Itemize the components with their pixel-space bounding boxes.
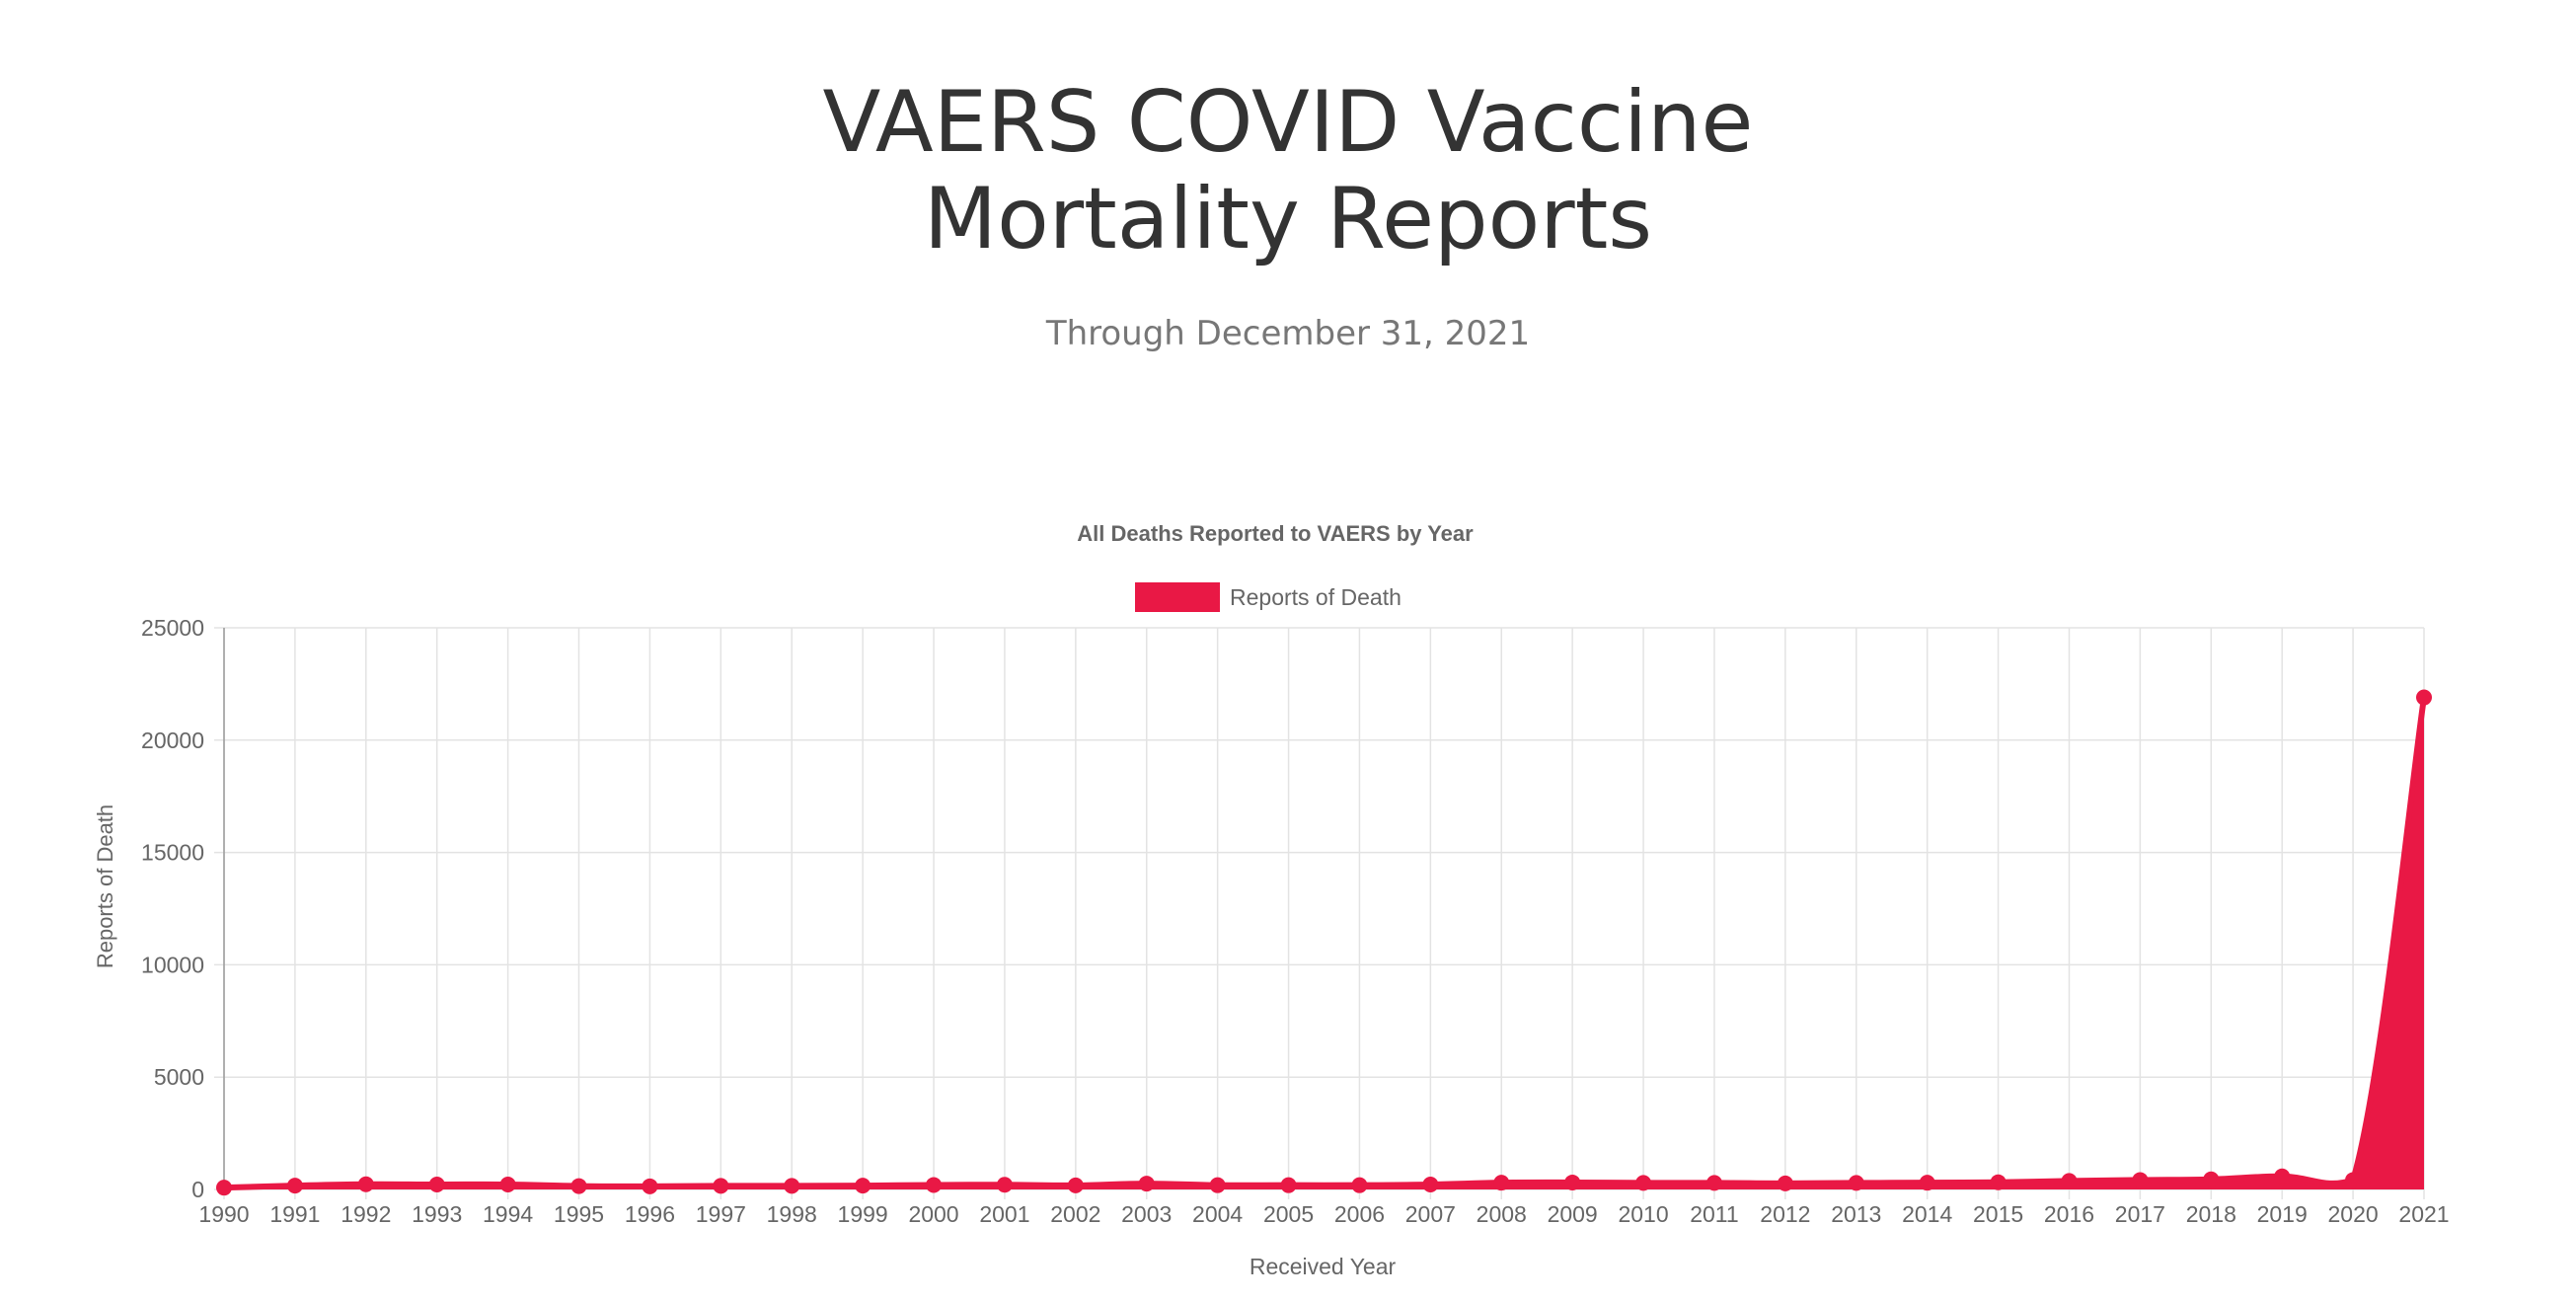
data-point-1995[interactable] [570, 1178, 587, 1194]
x-tick-label: 2013 [1831, 1201, 1881, 1227]
x-tick-label: 2018 [2186, 1201, 2236, 1227]
data-point-1996[interactable] [642, 1178, 658, 1194]
data-point-1993[interactable] [428, 1176, 445, 1192]
y-tick-label: 5000 [154, 1064, 204, 1090]
data-point-2009[interactable] [1564, 1174, 1581, 1190]
series-line-reports-of-death [223, 697, 2427, 1191]
x-tick-label: 2021 [2398, 1201, 2449, 1227]
data-point-2002[interactable] [1067, 1177, 1084, 1193]
page-title-line-1: VAERS COVID Vaccine [822, 73, 1754, 172]
x-tick-label: 2017 [2115, 1201, 2165, 1227]
x-tick-label: 2012 [1760, 1201, 1810, 1227]
page-title-line-2: Mortality Reports [923, 170, 1653, 268]
legend-label: Reports of Death [1230, 584, 1402, 610]
data-point-1994[interactable] [499, 1176, 516, 1192]
data-point-1997[interactable] [713, 1178, 729, 1194]
data-point-2011[interactable] [1705, 1175, 1722, 1191]
data-point-2017[interactable] [2132, 1172, 2149, 1188]
y-tick-label: 15000 [141, 840, 204, 866]
x-tick-label: 2002 [1050, 1201, 1100, 1227]
y-tick-label: 10000 [141, 952, 204, 977]
data-point-2013[interactable] [1848, 1175, 1864, 1191]
x-tick-label: 1992 [341, 1201, 391, 1227]
data-point-2007[interactable] [1422, 1176, 1439, 1192]
x-tick-label: 2006 [1334, 1201, 1385, 1227]
data-point-1990[interactable] [216, 1180, 232, 1196]
x-tick-label: 1995 [554, 1201, 604, 1227]
data-point-2021[interactable] [2416, 689, 2432, 706]
chart-title: All Deaths Reported to VAERS by Year [1077, 521, 1474, 546]
data-point-2000[interactable] [926, 1177, 943, 1193]
legend-swatch [1135, 582, 1220, 612]
data-point-2014[interactable] [1919, 1175, 1935, 1191]
x-tick-label: 2019 [2257, 1201, 2308, 1227]
x-axis-label: Received Year [1250, 1254, 1397, 1279]
data-point-2020[interactable] [2345, 1172, 2362, 1188]
data-point-2006[interactable] [1351, 1177, 1368, 1193]
x-tick-label: 2007 [1405, 1201, 1456, 1227]
x-tick-label: 2005 [1263, 1201, 1314, 1227]
x-tick-label: 2003 [1121, 1201, 1172, 1227]
chart-legend[interactable]: Reports of Death [1135, 582, 1402, 612]
x-tick-label: 1998 [767, 1201, 817, 1227]
data-point-2019[interactable] [2274, 1168, 2291, 1185]
data-point-1998[interactable] [784, 1178, 800, 1194]
series-area-reports-of-death [224, 697, 2424, 1189]
series-points [216, 689, 2432, 1196]
data-point-1999[interactable] [855, 1178, 871, 1194]
x-tick-label: 2016 [2044, 1201, 2094, 1227]
x-tick-label: 2009 [1548, 1201, 1598, 1227]
x-tick-label: 2001 [979, 1201, 1029, 1227]
data-point-2012[interactable] [1777, 1175, 1793, 1191]
x-tick-label: 2004 [1192, 1201, 1243, 1227]
y-axis-label: Reports of Death [93, 804, 117, 968]
chart-grid [214, 627, 2425, 1199]
data-point-1992[interactable] [357, 1176, 374, 1192]
x-tick-label: 1994 [483, 1201, 533, 1227]
x-tick-label: 2020 [2328, 1201, 2379, 1227]
x-tick-label: 1997 [696, 1201, 746, 1227]
x-tick-label: 1991 [269, 1201, 320, 1227]
data-point-2004[interactable] [1209, 1177, 1226, 1193]
x-tick-label: 2000 [908, 1201, 958, 1227]
x-tick-label: 2014 [1902, 1201, 1952, 1227]
data-point-2003[interactable] [1138, 1176, 1155, 1192]
data-point-2016[interactable] [2061, 1173, 2078, 1189]
data-point-2010[interactable] [1635, 1175, 1652, 1191]
x-tick-label: 1999 [838, 1201, 888, 1227]
x-tick-label: 2010 [1618, 1201, 1668, 1227]
x-tick-label: 2015 [1973, 1201, 2023, 1227]
data-point-2015[interactable] [1990, 1174, 2007, 1190]
x-tick-label: 2008 [1477, 1201, 1527, 1227]
y-tick-label: 0 [191, 1177, 204, 1202]
page-title: VAERS COVID Vaccine Mortality Reports [0, 74, 2576, 268]
x-axis-tick-labels: 1990 1991 1992 1993 1994 1995 1996 1997 1998 1999… [198, 1201, 2449, 1227]
data-point-2001[interactable] [996, 1177, 1013, 1193]
y-axis-tick-labels: 0 5000 10000 15000 20000 25000 [141, 615, 204, 1202]
page-subtitle: Through December 31, 2021 [1045, 314, 1531, 353]
x-tick-label: 1990 [198, 1201, 249, 1227]
data-point-2018[interactable] [2203, 1171, 2220, 1187]
x-tick-label: 1993 [412, 1201, 462, 1227]
x-tick-label: 2011 [1690, 1201, 1738, 1227]
x-tick-label: 1996 [625, 1201, 675, 1227]
y-tick-label: 25000 [141, 615, 204, 641]
y-tick-label: 20000 [141, 727, 204, 753]
data-point-2008[interactable] [1493, 1175, 1510, 1191]
data-point-2005[interactable] [1280, 1177, 1297, 1193]
data-point-1991[interactable] [286, 1178, 303, 1194]
